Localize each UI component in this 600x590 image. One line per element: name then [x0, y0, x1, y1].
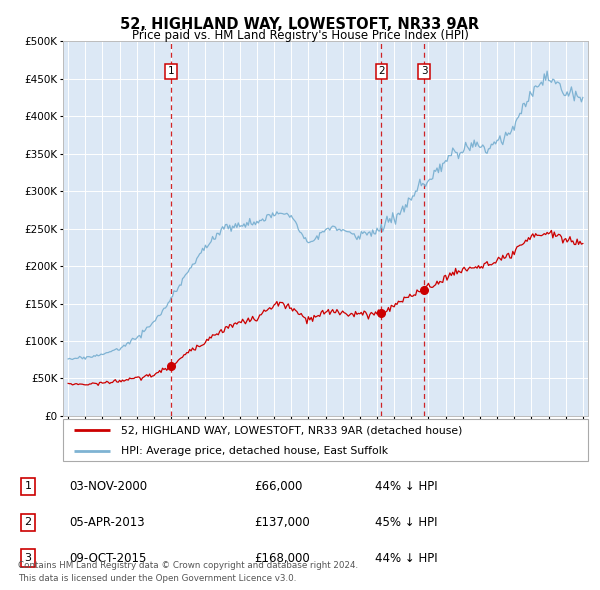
Text: £137,000: £137,000 [254, 516, 310, 529]
Text: 2: 2 [25, 517, 32, 527]
Text: 52, HIGHLAND WAY, LOWESTOFT, NR33 9AR: 52, HIGHLAND WAY, LOWESTOFT, NR33 9AR [121, 17, 479, 31]
Text: 2: 2 [378, 66, 385, 76]
Text: 09-OCT-2015: 09-OCT-2015 [70, 552, 147, 565]
FancyBboxPatch shape [63, 419, 588, 461]
Text: 1: 1 [168, 66, 175, 76]
Text: £66,000: £66,000 [254, 480, 302, 493]
Text: Contains HM Land Registry data © Crown copyright and database right 2024.
This d: Contains HM Land Registry data © Crown c… [18, 562, 358, 583]
Text: HPI: Average price, detached house, East Suffolk: HPI: Average price, detached house, East… [121, 446, 388, 455]
Text: 45% ↓ HPI: 45% ↓ HPI [375, 516, 437, 529]
Text: Price paid vs. HM Land Registry's House Price Index (HPI): Price paid vs. HM Land Registry's House … [131, 30, 469, 42]
Text: £168,000: £168,000 [254, 552, 310, 565]
Text: 3: 3 [421, 66, 427, 76]
Text: 1: 1 [25, 481, 32, 491]
Text: 44% ↓ HPI: 44% ↓ HPI [375, 552, 437, 565]
Text: 03-NOV-2000: 03-NOV-2000 [70, 480, 148, 493]
Text: 44% ↓ HPI: 44% ↓ HPI [375, 480, 437, 493]
Text: 3: 3 [25, 553, 32, 563]
Text: 05-APR-2013: 05-APR-2013 [70, 516, 145, 529]
Text: 52, HIGHLAND WAY, LOWESTOFT, NR33 9AR (detached house): 52, HIGHLAND WAY, LOWESTOFT, NR33 9AR (d… [121, 425, 462, 435]
